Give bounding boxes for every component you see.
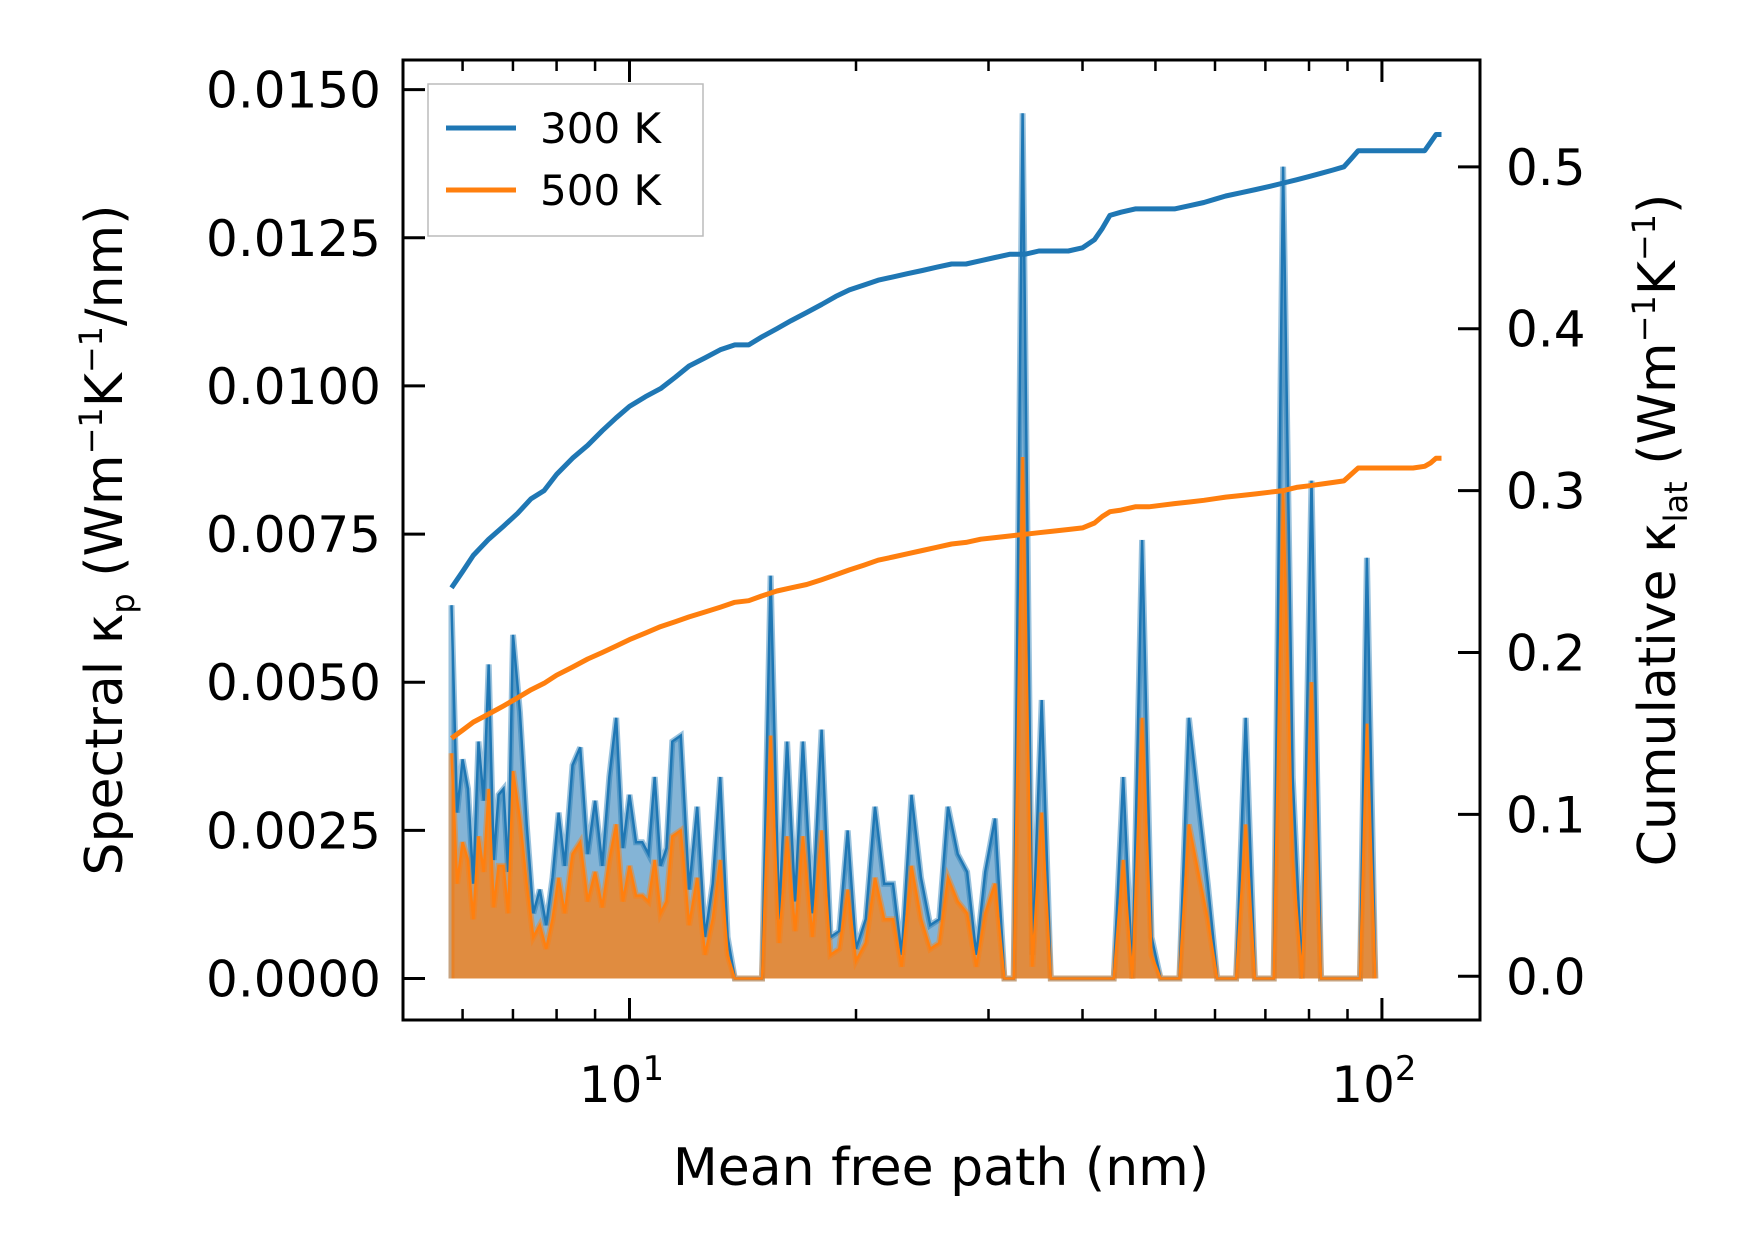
right-tick-label: 0.5 xyxy=(1506,139,1586,197)
legend-label-500k: 500 K xyxy=(540,166,663,215)
left-y-axis-title: Spectral κp (Wm−1K−1/nm) xyxy=(72,205,142,876)
spectral-line-300k xyxy=(450,113,1377,980)
right-tick-label: 0.3 xyxy=(1506,463,1586,521)
right-tick-label: 0.4 xyxy=(1506,301,1586,359)
legend: 300 K 500 K xyxy=(427,83,704,237)
x-tick-label: 101 xyxy=(579,1049,664,1114)
right-tick-label: 0.1 xyxy=(1506,786,1586,844)
right-y-axis-title: Cumulative κlat (Wm−1K−1) xyxy=(1625,194,1695,867)
left-tick-label: 0.0075 xyxy=(206,506,381,564)
left-tick-label: 0.0125 xyxy=(206,210,381,268)
spectral-lines xyxy=(450,113,1377,980)
spectral-line-500k xyxy=(450,456,1377,980)
ticks xyxy=(403,60,1480,1020)
plot-frame xyxy=(401,58,1482,1022)
right-tick-labels: 0.0 0.1 0.2 0.3 0.4 0.5 xyxy=(1506,139,1586,1006)
legend-label-300k: 300 K xyxy=(540,104,663,153)
spectral-fill-300k xyxy=(448,113,1379,982)
left-tick-labels: 0.0000 0.0025 0.0050 0.0075 0.0100 0.0125 0.01… xyxy=(206,62,381,1009)
x-axis-title: Mean free path (nm) xyxy=(673,1138,1209,1198)
x-tick-labels: 101 102 xyxy=(579,1049,1417,1114)
right-tick-label: 0.2 xyxy=(1506,625,1586,683)
plot-area xyxy=(401,58,1482,1022)
left-tick-label: 0.0025 xyxy=(206,802,381,860)
left-tick-label: 0.0000 xyxy=(206,951,381,1009)
left-tick-label: 0.0100 xyxy=(206,358,381,416)
cumulative-line-500k xyxy=(450,455,1442,741)
cumulative-lines xyxy=(449,132,1442,741)
x-tick-label: 102 xyxy=(1331,1049,1416,1114)
left-tick-label: 0.0050 xyxy=(206,654,381,712)
right-tick-label: 0.0 xyxy=(1506,948,1586,1006)
left-tick-label: 0.0150 xyxy=(206,62,381,120)
legend-box xyxy=(427,83,704,237)
spectral-fills xyxy=(448,113,1379,982)
cumulative-line-300k xyxy=(449,132,1442,590)
